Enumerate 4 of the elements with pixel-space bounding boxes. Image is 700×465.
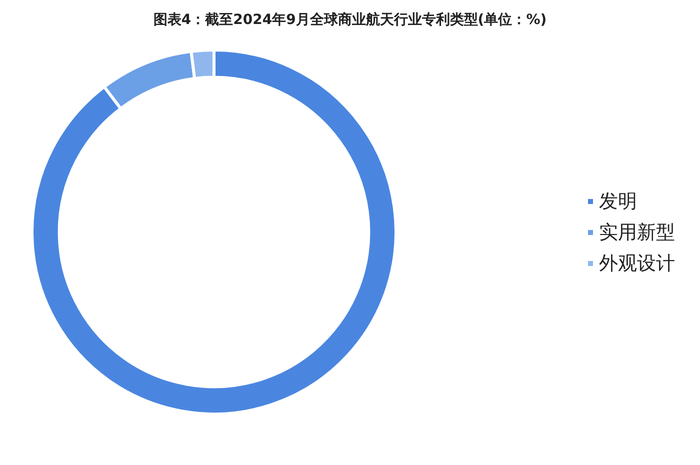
chart-title: 图表4：截至2024年9月全球商业航天行业专利类型(单位：%) xyxy=(153,11,547,28)
legend-label: 实用新型 xyxy=(599,222,675,244)
legend-label: 发明 xyxy=(599,190,637,212)
legend-label: 外观设计 xyxy=(599,252,675,274)
